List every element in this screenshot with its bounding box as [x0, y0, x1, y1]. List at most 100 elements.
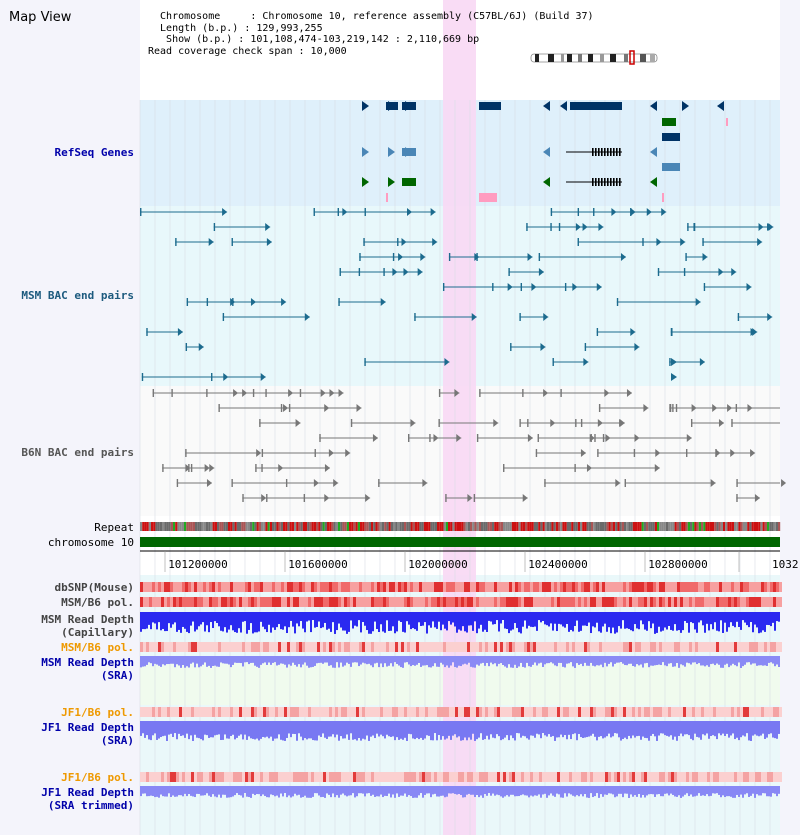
- track-label-jf1-depth-trimmed[interactable]: JF1 Read Depth (SRA trimmed): [41, 786, 134, 812]
- strip-cell: [644, 582, 647, 592]
- track-label-msm-b6-pol-1[interactable]: MSM/B6 pol.: [61, 596, 134, 609]
- repeat-segment: [159, 522, 162, 531]
- depth-bar: [338, 612, 340, 624]
- gene-exon: [604, 178, 606, 186]
- strip-cell: [542, 707, 545, 717]
- depth-bar: [420, 656, 422, 667]
- strip-cell: [518, 642, 521, 652]
- strip-cell: [671, 707, 674, 717]
- repeat-segment: [720, 522, 723, 531]
- depth-bar: [270, 721, 272, 737]
- depth-bar: [582, 612, 584, 626]
- depth-bar: [464, 656, 466, 664]
- depth-bar: [330, 721, 332, 737]
- depth-bar: [328, 656, 330, 666]
- strip-cell: [323, 707, 326, 717]
- track-label-msm-bac[interactable]: MSM BAC end pairs: [21, 289, 134, 302]
- strip-cell: [497, 642, 500, 652]
- depth-bar: [716, 786, 718, 794]
- strip-cell: [344, 597, 347, 607]
- strip-cell: [617, 642, 620, 652]
- depth-bar: [644, 612, 646, 630]
- depth-bar: [276, 786, 278, 796]
- repeat-segment: [258, 522, 261, 531]
- bac-end: [319, 434, 321, 442]
- strip-cell: [758, 642, 761, 652]
- depth-bar: [244, 721, 246, 735]
- track-label-b6n-bac[interactable]: B6N BAC end pairs: [21, 446, 134, 459]
- depth-bar: [592, 786, 594, 798]
- strip-cell: [434, 772, 437, 782]
- track-label-msm-depth-capillary[interactable]: MSM Read Depth (Capillary): [41, 613, 134, 639]
- strip-cell: [572, 642, 575, 652]
- strip-cell: [212, 772, 215, 782]
- strip-cell: [215, 642, 218, 652]
- depth-bar: [620, 721, 622, 741]
- depth-bar: [380, 656, 382, 664]
- bac-end-arrow: [365, 494, 371, 502]
- strip-cell: [599, 597, 602, 607]
- depth-bar: [454, 656, 456, 667]
- strip-cell: [425, 642, 428, 652]
- repeat-segment: [287, 522, 290, 531]
- strip-cell: [212, 707, 215, 717]
- strip-cell: [770, 707, 773, 717]
- strip-cell: [770, 642, 773, 652]
- depth-bar: [760, 721, 762, 736]
- depth-bar: [456, 656, 458, 668]
- depth-bar: [146, 612, 148, 629]
- strip-cell: [512, 582, 515, 592]
- depth-bar: [474, 721, 476, 741]
- strip-cell: [656, 642, 659, 652]
- strip-cell: [521, 597, 524, 607]
- depth-bar: [222, 721, 224, 740]
- track-label-msm-b6-pol-2[interactable]: MSM/B6 pol.: [61, 641, 134, 654]
- depth-bar: [450, 612, 452, 625]
- strip-cell: [140, 642, 143, 652]
- strip-cell: [329, 707, 332, 717]
- depth-bar: [144, 612, 146, 630]
- depth-bar: [162, 721, 164, 737]
- depth-bar: [262, 786, 264, 795]
- depth-bar: [558, 786, 560, 795]
- track-label-refseq[interactable]: RefSeq Genes: [54, 146, 134, 159]
- repeat-segment: [659, 522, 662, 531]
- repeat-segment: [740, 522, 743, 531]
- track-label-msm-depth-sra[interactable]: MSM Read Depth (SRA): [41, 656, 134, 682]
- strip-cell: [641, 597, 644, 607]
- depth-bar: [532, 786, 534, 797]
- bac-end-arrow: [620, 253, 626, 261]
- bac-end: [686, 449, 688, 457]
- track-label-chromosome[interactable]: chromosome 10: [47, 536, 134, 549]
- strip-cell: [299, 707, 302, 717]
- track-label-jf1-b6-pol-2[interactable]: JF1/B6 pol.: [61, 771, 134, 784]
- track-label-jf1-depth-sra[interactable]: JF1 Read Depth (SRA): [41, 721, 134, 747]
- repeat-segment: [692, 522, 695, 531]
- strip-cell: [215, 772, 218, 782]
- track-label-dbsnp[interactable]: dbSNP(Mouse): [54, 581, 134, 594]
- depth-bar: [152, 656, 154, 667]
- depth-bar: [182, 656, 184, 666]
- bac-end: [188, 464, 190, 472]
- depth-bar: [598, 612, 600, 632]
- strip-cell: [662, 707, 665, 717]
- strip-cell: [329, 597, 332, 607]
- strip-cell: [194, 772, 197, 782]
- track-label-repeat[interactable]: Repeat: [94, 521, 134, 534]
- strip-cell: [191, 772, 194, 782]
- depth-bar: [590, 612, 592, 634]
- strip-cell: [434, 582, 437, 592]
- depth-bar: [510, 656, 512, 668]
- depth-bar: [732, 721, 734, 734]
- strip-cell: [380, 772, 383, 782]
- depth-bar: [640, 721, 642, 740]
- repeat-segment: [536, 522, 539, 531]
- depth-bar: [252, 786, 254, 794]
- depth-bar: [508, 656, 510, 665]
- strip-cell: [431, 707, 434, 717]
- strip-cell: [353, 642, 356, 652]
- depth-bar: [386, 656, 388, 667]
- depth-bar: [400, 786, 402, 796]
- track-label-jf1-b6-pol-1[interactable]: JF1/B6 pol.: [61, 706, 134, 719]
